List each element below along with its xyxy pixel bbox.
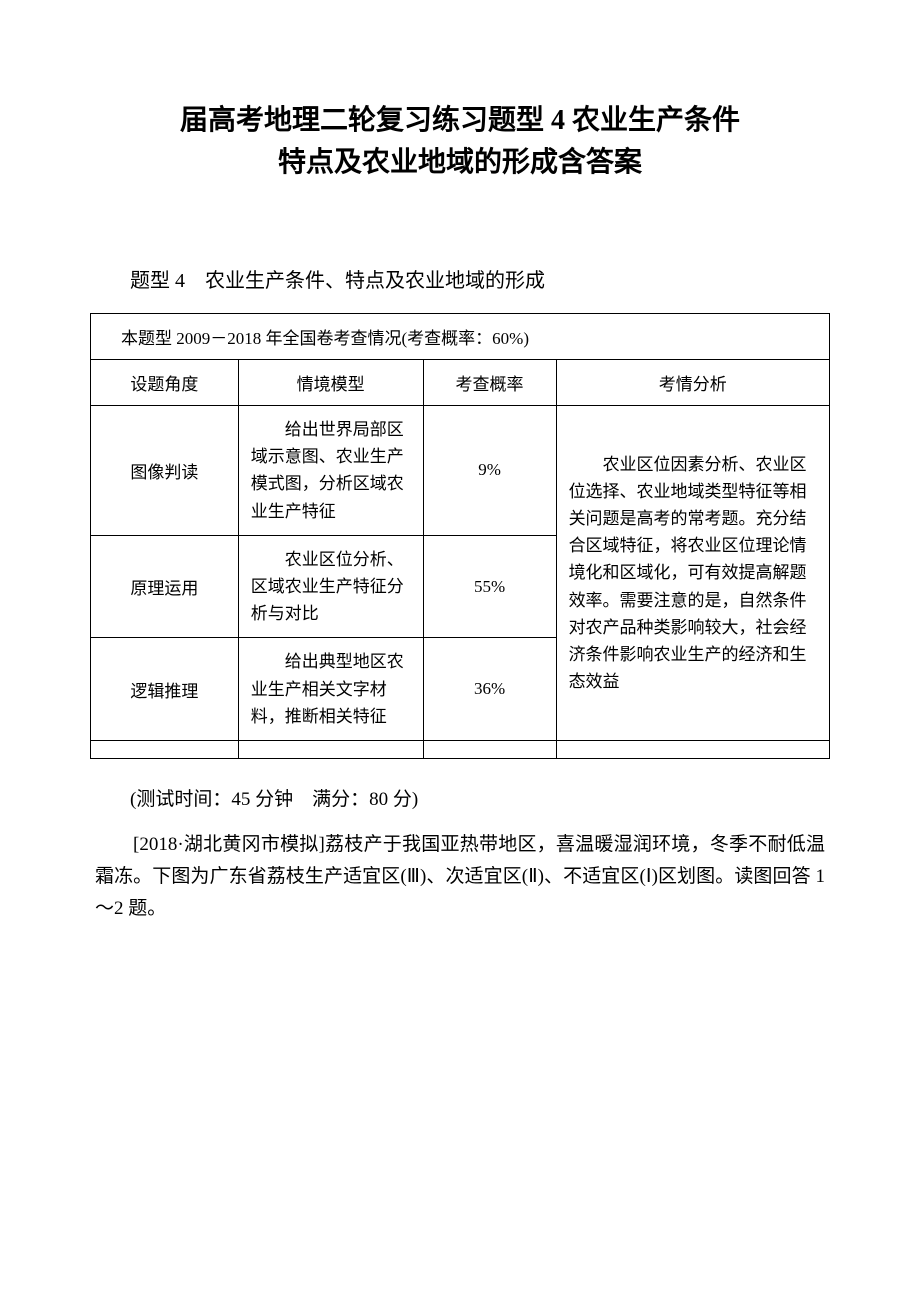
model-cell: 给出典型地区农业生产相关文字材料，推断相关特征: [238, 638, 423, 741]
passage-text: [2018·湖北黄冈市模拟]荔枝产于我国亚热带地区，喜温暖湿润环境，冬季不耐低温…: [90, 829, 830, 926]
prob-cell: 9%: [423, 406, 556, 536]
table-header-analysis: 考情分析: [556, 360, 829, 406]
document-subtitle: 题型 4 农业生产条件、特点及农业地域的形成: [90, 264, 830, 293]
document-title: 届高考地理二轮复习练习题型 4 农业生产条件 特点及农业地域的形成含答案: [90, 100, 830, 184]
angle-cell: 原理运用: [91, 535, 239, 638]
angle-cell: 逻辑推理: [91, 638, 239, 741]
exam-analysis-table: 本题型 2009－2018 年全国卷考查情况(考查概率：60%) 设题角度 情境…: [90, 313, 830, 759]
title-line-1: 届高考地理二轮复习练习题型 4 农业生产条件: [180, 105, 740, 136]
table-header-angle: 设题角度: [91, 360, 239, 406]
angle-cell: 图像判读: [91, 406, 239, 536]
prob-cell: 55%: [423, 535, 556, 638]
model-cell: 农业区位分析、区域农业生产特征分析与对比: [238, 535, 423, 638]
analysis-cell: 农业区位因素分析、农业区位选择、农业地域类型特征等相关问题是高考的常考题。充分结…: [556, 406, 829, 741]
prob-cell: 36%: [423, 638, 556, 741]
table-caption: 本题型 2009－2018 年全国卷考查情况(考查概率：60%): [91, 314, 830, 360]
table-header-prob: 考查概率: [423, 360, 556, 406]
table-row: 图像判读 给出世界局部区域示意图、农业生产模式图，分析区域农业生产特征 9% 农…: [91, 406, 830, 536]
table-header-model: 情境模型: [238, 360, 423, 406]
table-empty-row: [91, 740, 830, 758]
model-cell: 给出世界局部区域示意图、农业生产模式图，分析区域农业生产特征: [238, 406, 423, 536]
test-info: (测试时间：45 分钟 满分：80 分): [90, 784, 830, 811]
title-line-2: 特点及农业地域的形成含答案: [278, 147, 642, 178]
